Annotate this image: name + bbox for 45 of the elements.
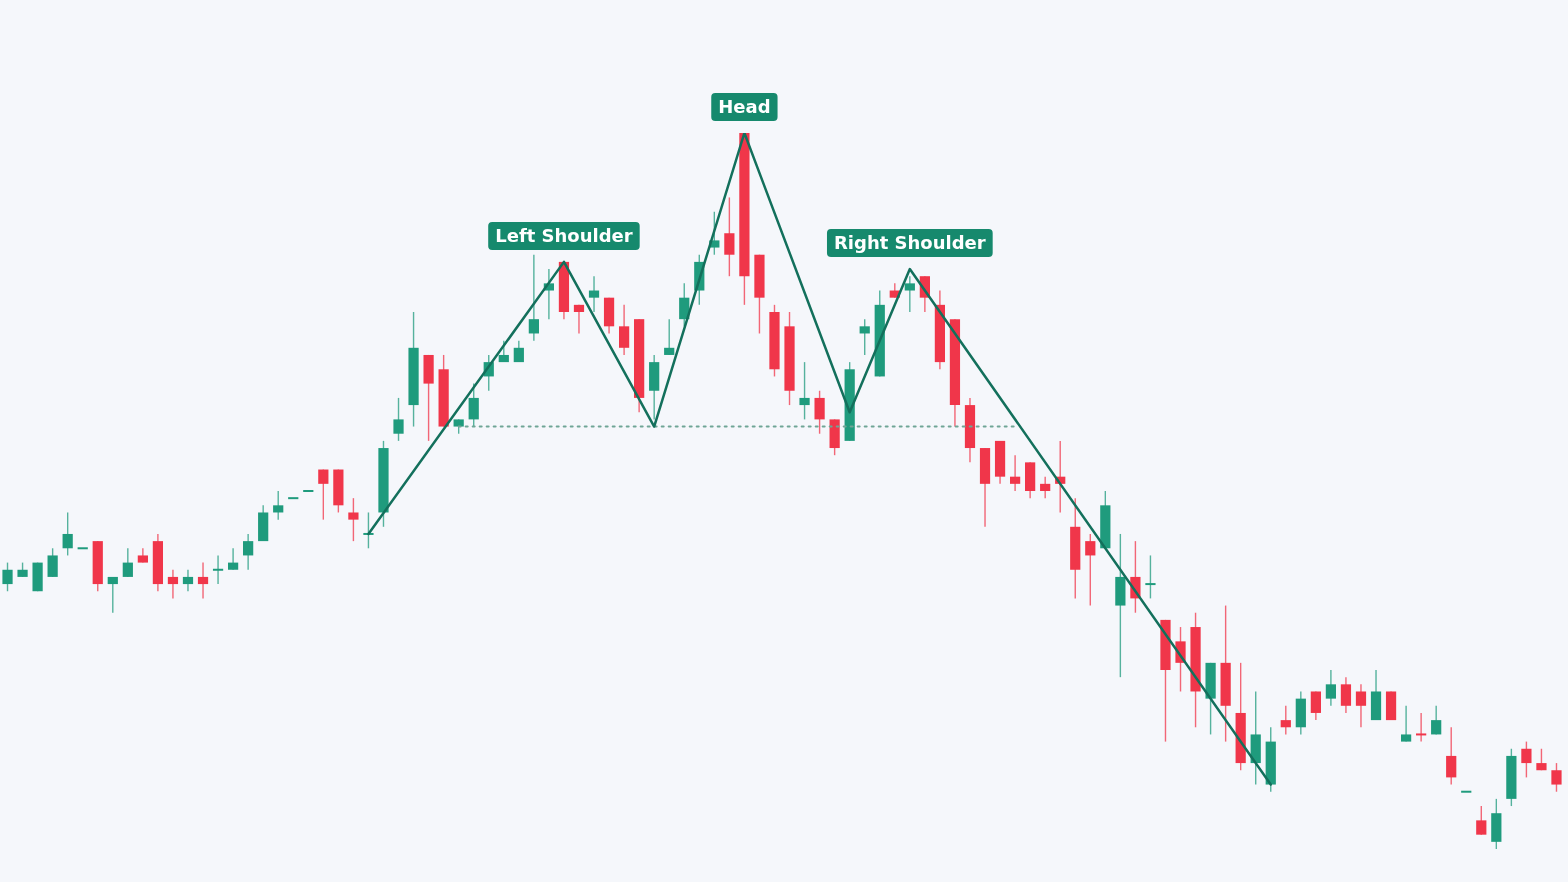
candlestick bbox=[814, 390, 825, 435]
text: Head bbox=[718, 95, 771, 117]
candlestick bbox=[904, 275, 915, 313]
candlestick bbox=[348, 497, 359, 542]
candlestick bbox=[212, 554, 224, 585]
candlestick bbox=[588, 275, 600, 313]
annotation: Right Shoulder bbox=[833, 231, 986, 253]
candlestick bbox=[724, 196, 735, 277]
candlestick bbox=[107, 576, 118, 614]
candlestick bbox=[799, 361, 810, 421]
candlestick bbox=[468, 382, 479, 428]
candlestick bbox=[1280, 705, 1291, 736]
candlestick bbox=[1521, 740, 1532, 779]
candlestick bbox=[1145, 554, 1156, 600]
candlestick bbox=[1416, 712, 1427, 743]
candlestick bbox=[1355, 683, 1367, 728]
candlestick bbox=[273, 490, 284, 521]
candlestick bbox=[1551, 762, 1562, 793]
candlestick bbox=[1310, 690, 1321, 721]
candlestick bbox=[122, 547, 133, 578]
candlestick bbox=[47, 547, 58, 578]
candlestick bbox=[1009, 454, 1021, 492]
candlestick bbox=[859, 318, 870, 356]
candlestick bbox=[62, 511, 73, 557]
candlestick bbox=[318, 468, 329, 521]
candlestick bbox=[1431, 705, 1442, 736]
candlestick bbox=[182, 569, 194, 592]
candlestick bbox=[1446, 726, 1457, 786]
candlestick bbox=[393, 397, 404, 442]
candlestick bbox=[197, 561, 209, 600]
candlestick bbox=[2, 561, 13, 592]
annotation: Left Shoulder bbox=[495, 224, 633, 246]
candlestick bbox=[1400, 705, 1412, 743]
candlestick bbox=[618, 304, 630, 356]
candlestick bbox=[1040, 475, 1051, 499]
candlestick bbox=[1340, 676, 1352, 714]
candlestick bbox=[227, 547, 239, 571]
candlestick bbox=[243, 533, 254, 571]
candlestick bbox=[1325, 669, 1337, 707]
candlestick bbox=[167, 569, 179, 600]
candlestick bbox=[1476, 805, 1487, 836]
candlestick bbox=[1085, 533, 1096, 607]
candlestick bbox=[573, 304, 585, 335]
candlestick bbox=[664, 318, 675, 356]
candlestick bbox=[528, 254, 539, 342]
